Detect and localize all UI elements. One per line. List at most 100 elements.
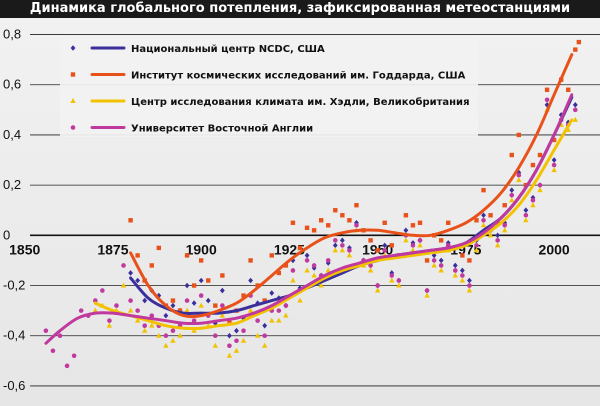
data-point — [487, 232, 494, 238]
data-point — [191, 300, 197, 306]
data-point — [551, 157, 557, 163]
data-point — [100, 288, 105, 293]
data-point — [551, 162, 557, 168]
data-point — [467, 277, 472, 284]
legend-label: Центр исследования климата им. Хэдли, Ве… — [131, 96, 470, 108]
y-tick-label: -0,6 — [3, 378, 25, 393]
series-points-3 — [43, 97, 578, 369]
data-point — [551, 167, 557, 173]
data-point — [134, 317, 141, 323]
data-point — [311, 263, 317, 268]
data-point — [375, 248, 380, 253]
data-point — [438, 257, 444, 264]
data-point — [523, 212, 529, 218]
data-point — [396, 278, 402, 283]
data-point — [572, 107, 578, 113]
data-point — [494, 242, 501, 248]
data-point — [128, 298, 133, 303]
legend-marker — [70, 125, 76, 130]
data-point — [107, 318, 112, 323]
data-point — [170, 328, 176, 334]
data-point — [191, 318, 197, 323]
data-point — [368, 263, 373, 268]
data-point — [290, 277, 296, 283]
data-point — [226, 352, 233, 358]
data-point — [220, 273, 225, 278]
data-point — [502, 227, 508, 233]
data-point — [374, 287, 381, 293]
data-point — [495, 232, 501, 239]
data-point — [573, 47, 578, 52]
data-point — [417, 242, 423, 248]
data-point — [544, 97, 550, 103]
data-point — [403, 213, 409, 218]
data-point — [354, 219, 359, 226]
data-point — [191, 283, 197, 288]
data-point — [283, 263, 289, 268]
data-point — [452, 272, 458, 278]
data-point — [502, 203, 507, 208]
data-point — [198, 302, 204, 308]
data-point — [212, 320, 218, 326]
data-point — [340, 213, 345, 218]
data-point — [551, 137, 557, 143]
x-axis-ticks: 1850187519001925195019752000 — [9, 241, 570, 257]
data-point — [142, 323, 148, 328]
data-point — [184, 307, 190, 313]
data-point — [247, 307, 254, 313]
data-point — [460, 253, 465, 258]
data-point — [304, 267, 310, 273]
data-point — [346, 252, 353, 258]
series-points-2 — [92, 106, 578, 358]
data-point — [389, 243, 394, 248]
data-point — [43, 328, 49, 334]
data-point — [410, 243, 416, 248]
y-tick-label: 0 — [3, 227, 10, 242]
chart-title: Динамика глобального потепления, зафикси… — [29, 1, 571, 16]
data-point — [516, 132, 522, 138]
data-point — [219, 312, 226, 318]
data-point — [530, 202, 536, 208]
data-point — [255, 283, 260, 288]
data-point — [170, 337, 176, 343]
data-point — [446, 220, 451, 225]
data-point — [269, 317, 275, 323]
data-point — [254, 332, 261, 338]
data-point — [339, 247, 346, 253]
legend-background — [60, 37, 478, 137]
data-point — [71, 353, 77, 359]
trend-line-1 — [129, 53, 574, 319]
data-point — [424, 292, 430, 298]
data-point — [248, 277, 253, 284]
legend-marker — [70, 98, 76, 103]
data-point — [255, 318, 260, 323]
trend-line-3 — [44, 93, 574, 345]
data-point — [325, 267, 331, 273]
data-point — [509, 197, 515, 203]
data-point — [120, 282, 127, 288]
data-point — [184, 298, 190, 303]
data-point — [481, 217, 486, 223]
data-point — [276, 270, 282, 276]
data-point — [474, 218, 479, 223]
data-point — [354, 203, 359, 208]
data-point — [241, 293, 246, 298]
data-point — [325, 258, 331, 263]
data-point — [269, 290, 275, 296]
x-tick-label: 2000 — [539, 241, 570, 257]
data-point — [332, 242, 338, 249]
y-tick-label: -0,4 — [3, 328, 25, 343]
data-point — [438, 238, 444, 243]
y-tick-label: 0,2 — [3, 177, 21, 192]
data-point — [184, 282, 190, 289]
data-point — [537, 187, 543, 193]
data-point — [234, 338, 239, 344]
data-point — [135, 253, 140, 258]
data-point — [318, 218, 324, 223]
data-point — [184, 253, 190, 258]
data-point — [149, 263, 154, 268]
data-point — [481, 212, 486, 219]
data-point — [495, 238, 500, 243]
y-tick-label: 0,4 — [3, 127, 21, 142]
